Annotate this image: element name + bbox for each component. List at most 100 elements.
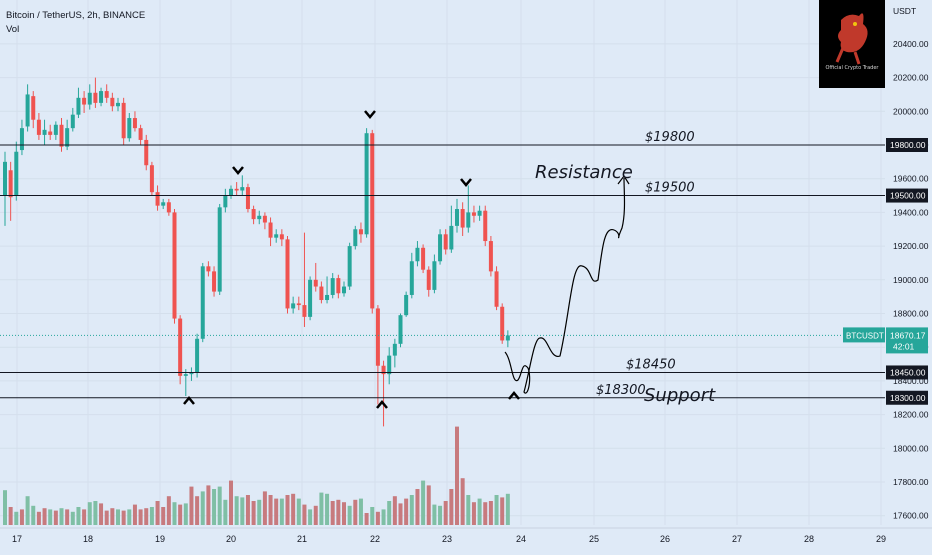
volume-bar — [110, 508, 115, 525]
time-tick: 24 — [516, 534, 526, 544]
volume-bar — [404, 498, 409, 525]
candle-body — [432, 261, 437, 290]
candle-body — [195, 338, 200, 373]
candle-body — [161, 202, 166, 206]
volume-bar — [93, 501, 98, 525]
countdown-text: 42:01 — [893, 341, 915, 351]
candle-body — [8, 170, 13, 198]
candle-body — [381, 365, 386, 375]
time-tick: 18 — [83, 534, 93, 544]
volume-bar — [82, 509, 87, 525]
bull-icon — [835, 13, 868, 65]
candle-body — [53, 124, 58, 135]
bottom-chevron-icon — [183, 396, 195, 405]
projection-path — [504, 174, 630, 394]
support-label: Support — [644, 385, 716, 406]
candle-body — [245, 187, 250, 210]
candle-body — [121, 102, 126, 139]
level-price-text: 18450.00 — [890, 367, 926, 377]
volume-bar — [274, 498, 279, 525]
price-tick: 17600.00 — [893, 511, 929, 521]
logo-text: Official Crypto Trader — [825, 65, 879, 71]
time-tick: 29 — [876, 534, 886, 544]
volume-bar — [172, 502, 177, 525]
candle-body — [212, 271, 217, 292]
volume-bar — [460, 478, 465, 525]
volume-bar — [42, 508, 47, 525]
volume-bar — [330, 501, 335, 525]
candle-body — [274, 234, 279, 238]
candle-body — [483, 210, 488, 242]
candle-body — [494, 271, 499, 307]
volume-bar — [240, 497, 245, 525]
candle-body — [217, 207, 222, 292]
logo: Official Crypto Trader — [819, 0, 885, 88]
volume-bar — [99, 503, 104, 525]
candle-body — [308, 279, 313, 317]
candle-body — [104, 91, 109, 98]
candle-body — [443, 234, 448, 250]
candle-body — [172, 212, 177, 319]
candle-body — [59, 124, 64, 147]
volume-bar — [87, 502, 92, 525]
volume-bar — [217, 486, 222, 525]
candle-body — [251, 209, 256, 220]
candle-body — [302, 305, 307, 317]
time-axis: 17 18 19 20 21 22 23 24 25 26 27 28 29 — [0, 527, 932, 550]
price-tick: 19400.00 — [893, 207, 929, 217]
volume-bar — [336, 499, 341, 525]
candle-body — [353, 229, 358, 247]
volume-bar — [477, 498, 482, 525]
candle-body — [223, 195, 228, 208]
candle-body — [460, 209, 465, 228]
candle-body — [189, 372, 194, 375]
volume-bar — [409, 495, 414, 525]
time-tick: 17 — [12, 534, 22, 544]
price-tick: 18000.00 — [893, 443, 929, 453]
volume-bar — [358, 498, 363, 525]
volume-bar — [121, 510, 126, 525]
candle-body — [48, 131, 53, 135]
volume-bar — [353, 499, 358, 525]
candle-body — [206, 266, 211, 272]
volume-bar — [342, 502, 346, 525]
candle-body — [3, 161, 7, 196]
candle-body — [166, 202, 171, 213]
candle-body — [421, 247, 426, 270]
volume-bar — [387, 501, 392, 525]
candle-body — [144, 139, 149, 166]
candle-body — [505, 335, 510, 341]
price-tick: 20000.00 — [893, 106, 929, 116]
level-label: $18450 — [626, 357, 676, 372]
candle-body — [285, 239, 290, 309]
axis-background — [885, 0, 932, 550]
candle-body — [449, 225, 454, 250]
volume-bar — [285, 495, 290, 525]
volume-bar — [19, 509, 24, 525]
time-tick: 25 — [589, 534, 599, 544]
level-lines: $19800 $19500 $18450 $18300 — [0, 130, 885, 399]
level-label: $19800 — [645, 130, 695, 145]
volume-bar — [116, 509, 120, 525]
volume-bar — [245, 495, 250, 525]
volume-bar — [443, 501, 448, 525]
volume-bar — [268, 495, 273, 525]
volume-bar — [223, 499, 228, 525]
volume-bar — [449, 489, 454, 525]
volume-bar — [466, 495, 471, 525]
volume-bar — [364, 513, 369, 525]
candle-body — [65, 128, 70, 147]
volume-bar — [505, 493, 510, 525]
volume-bar — [183, 503, 188, 525]
volume-bar — [325, 493, 330, 525]
volume-bar — [279, 498, 284, 525]
drawings: Resistance Support — [183, 110, 716, 409]
volume-bar — [262, 491, 267, 525]
candles — [3, 77, 510, 427]
time-tick: 27 — [732, 534, 742, 544]
top-chevron-icon — [232, 166, 244, 175]
price-tick: 18800.00 — [893, 309, 929, 319]
candle-body — [375, 308, 380, 366]
